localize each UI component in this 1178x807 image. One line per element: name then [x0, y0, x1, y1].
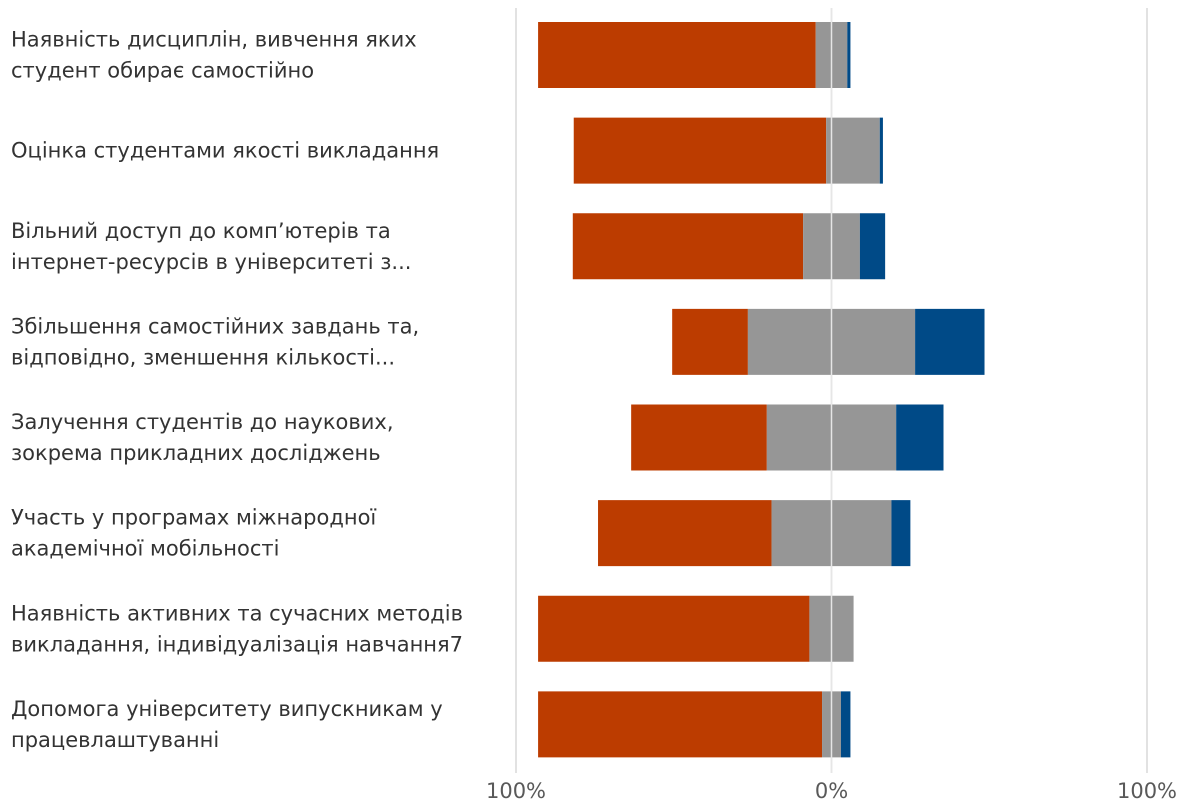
category-label: Участь у програмах міжнародної академічно… [11, 506, 376, 561]
bar-row7-series1 [538, 595, 810, 662]
category-label-line: Наявність активних та сучасних методів [11, 601, 463, 625]
bar-row2-series1 [573, 117, 827, 184]
category-label-line: студент обирає самостійно [11, 59, 314, 83]
x-tick-label: 100% [1117, 779, 1177, 803]
bar-row3-series1 [572, 213, 804, 280]
bar-row4-series3 [915, 308, 985, 375]
category-label-line: зокрема прикладних досліджень [11, 441, 381, 465]
x-tick-label: 100% [486, 779, 546, 803]
category-label: Оцінка студентами якості викладання [11, 139, 439, 163]
category-label: Допомога університету випускникам у праце… [11, 697, 443, 752]
bar-row5-series3 [896, 404, 944, 471]
category-label-line: відповідно, зменшення кількості... [11, 345, 395, 369]
x-tick-label: 0% [815, 779, 848, 803]
category-label: Вільний доступ до комп’ютерів та інтернет… [11, 219, 411, 274]
bar-row4-series1 [672, 308, 748, 375]
category-labels: Наявність дисциплін, вивчення яких студен… [11, 28, 463, 752]
category-label-line: академічної мобільності [11, 537, 280, 561]
bar-row6-series1 [598, 500, 772, 567]
category-label: Наявність дисциплін, вивчення яких студен… [11, 28, 417, 83]
bar-row2-series3 [879, 117, 883, 184]
category-label-line: працевлаштуванні [11, 728, 219, 752]
bar-row8-series3 [840, 691, 851, 758]
bar-row1-series3 [847, 22, 851, 88]
category-label-line: Участь у програмах міжнародної [11, 506, 376, 530]
bar-row8-series1 [538, 691, 823, 758]
category-label: Залучення студентів до наукових, зокрема … [11, 410, 394, 465]
bar-row5-series1 [631, 404, 767, 471]
x-axis-tick-labels: 100% 0% 100% [486, 779, 1177, 803]
category-label-line: Оцінка студентами якості викладання [11, 139, 439, 163]
category-label-line: інтернет-ресурсів в університеті з... [11, 250, 411, 274]
category-label-line: Залучення студентів до наукових, [11, 410, 394, 434]
category-label-line: Збільшення самостійних завдань та, [11, 314, 419, 338]
bar-row2-series2 [826, 117, 880, 184]
bar-row6-series3 [891, 500, 911, 567]
category-label-line: Допомога університету випускникам у [11, 697, 443, 721]
bars [538, 8, 985, 773]
bar-row1-series1 [538, 22, 816, 88]
category-label-line: Наявність дисциплін, вивчення яких [11, 28, 417, 52]
bar-row3-series3 [859, 213, 886, 280]
category-label: Наявність активних та сучасних методів ви… [11, 601, 463, 656]
category-label-line: викладання, індивідуалізація навчання7 [11, 632, 463, 656]
category-label-line: Вільний доступ до комп’ютерів та [11, 219, 391, 243]
category-label: Збільшення самостійних завдань та, відпов… [11, 314, 419, 369]
